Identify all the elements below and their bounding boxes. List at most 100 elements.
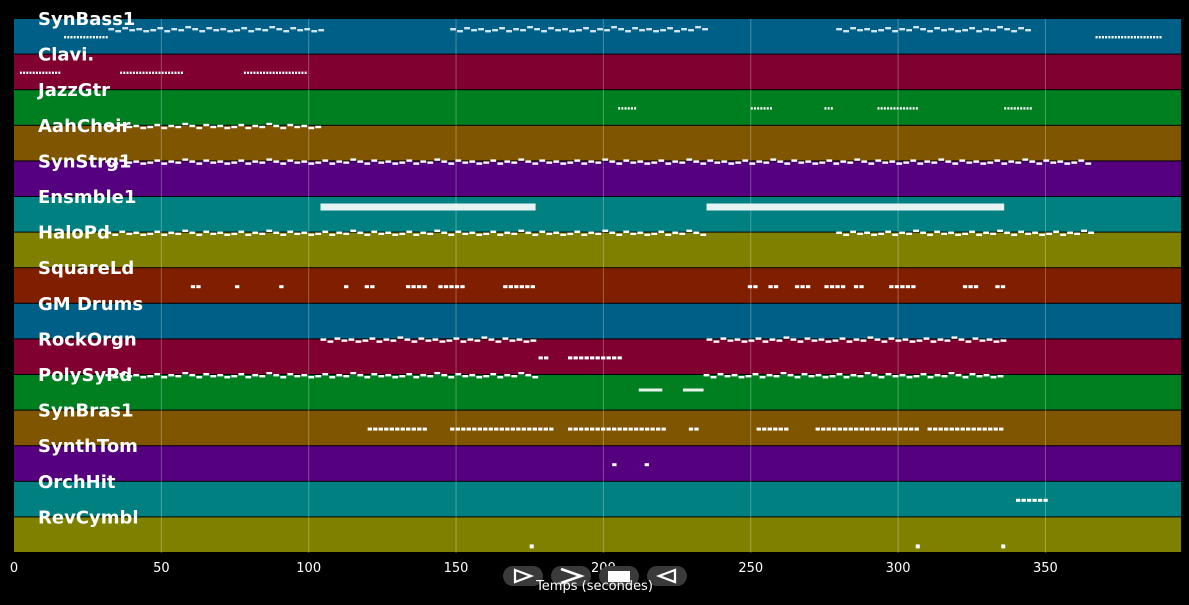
- note-run: [235, 285, 240, 289]
- track-name-label: SynBass1: [38, 9, 135, 30]
- note-block: [682, 388, 704, 392]
- note-run: [503, 285, 535, 289]
- track-name-label: OrchHit: [38, 472, 116, 493]
- track-lane: [14, 125, 1181, 161]
- note-run: [747, 285, 758, 289]
- note-run: [105, 372, 539, 379]
- note-run: [836, 26, 1032, 33]
- note-run: [450, 427, 554, 431]
- fast-forward-button[interactable]: [551, 566, 591, 586]
- note-run: [644, 463, 649, 467]
- stop-button[interactable]: [599, 566, 639, 586]
- note-mark: [1001, 544, 1006, 549]
- note-run: [836, 229, 1095, 236]
- note-run: [568, 356, 622, 360]
- note-run: [344, 285, 349, 289]
- track-name-label: Ensmble1: [38, 187, 136, 208]
- note-run: [1015, 498, 1048, 502]
- track-lane: [14, 232, 1181, 268]
- note-run: [105, 122, 322, 130]
- track-name-label: SynBras1: [38, 401, 134, 422]
- track-name-label: RevCymbl: [38, 507, 139, 528]
- track-name-label: AahChoir: [38, 116, 130, 137]
- note-run: [768, 285, 779, 289]
- x-tick-label: 250: [738, 561, 763, 576]
- track-lane: [14, 19, 1181, 54]
- note-run: [750, 107, 772, 110]
- note-run: [794, 285, 811, 289]
- note-run: [824, 107, 833, 110]
- note-run: [703, 372, 1004, 379]
- track-name-label: HaloPd: [38, 223, 110, 244]
- track-lane: [14, 517, 1181, 552]
- x-tick-label: 100: [296, 561, 321, 576]
- track-name-label: RockOrgn: [38, 329, 137, 350]
- note-run: [889, 285, 916, 289]
- track-name-label: SynthTom: [38, 436, 138, 457]
- note-run: [64, 36, 108, 39]
- note-run: [405, 285, 427, 289]
- track-lane: [14, 268, 1181, 303]
- track-lane: [14, 197, 1181, 232]
- note-run: [279, 285, 284, 289]
- note-mark: [529, 544, 534, 549]
- note-run: [706, 336, 1007, 343]
- play-outline-icon: [513, 568, 535, 584]
- note-run: [438, 285, 465, 289]
- track-lane: [14, 90, 1181, 125]
- note-run: [190, 285, 201, 289]
- track-lane: [14, 481, 1181, 517]
- note-block: [320, 203, 536, 211]
- x-tick-label: 0: [10, 561, 18, 576]
- note-run: [877, 107, 918, 110]
- chevron-right-icon: [560, 567, 585, 585]
- note-run: [243, 71, 307, 74]
- note-run: [538, 356, 549, 360]
- track-lane: [14, 446, 1181, 481]
- x-tick-label: 300: [886, 561, 911, 576]
- note-run: [108, 26, 325, 33]
- track-lane: [14, 303, 1181, 339]
- x-tick-label: 50: [153, 561, 170, 576]
- track-name-label: JazzGtr: [36, 80, 110, 101]
- note-block: [706, 203, 1005, 211]
- track-lane: [14, 161, 1181, 196]
- note-run: [120, 71, 183, 74]
- note-run: [962, 285, 979, 289]
- note-run: [612, 463, 617, 467]
- rewind-outline-icon: [655, 568, 677, 584]
- track-name-label: PolySyPd: [38, 365, 132, 386]
- track-name-label: SynStrg1: [38, 151, 131, 172]
- note-run: [19, 71, 61, 74]
- note-run: [756, 427, 789, 431]
- track-name-label: SquareLd: [38, 258, 134, 279]
- note-run: [1004, 107, 1032, 110]
- note-run: [815, 427, 919, 431]
- note-run: [927, 427, 1004, 431]
- rewind-button[interactable]: [647, 566, 687, 586]
- note-run: [568, 427, 666, 431]
- note-run: [688, 427, 699, 431]
- x-tick-label: 150: [444, 561, 469, 576]
- note-run: [853, 285, 864, 289]
- track-name-label: GM Drums: [38, 294, 143, 315]
- note-run: [995, 285, 1006, 289]
- note-mark: [915, 544, 920, 549]
- note-run: [367, 427, 427, 431]
- track-name-label: Clavi.: [38, 45, 94, 66]
- note-run: [364, 285, 375, 289]
- note-run: [824, 285, 846, 289]
- play-button[interactable]: [503, 566, 543, 586]
- note-run: [105, 158, 1092, 165]
- x-tick-label: 350: [1033, 561, 1058, 576]
- track-lane: [14, 375, 1181, 410]
- note-run: [105, 229, 707, 236]
- x-axis-label: Temps (secondes): [536, 579, 653, 594]
- note-block: [638, 388, 663, 392]
- stop-icon: [608, 571, 630, 582]
- note-run: [618, 107, 637, 110]
- note-run: [1095, 36, 1162, 39]
- note-run: [320, 336, 537, 343]
- track-lane: [14, 54, 1181, 90]
